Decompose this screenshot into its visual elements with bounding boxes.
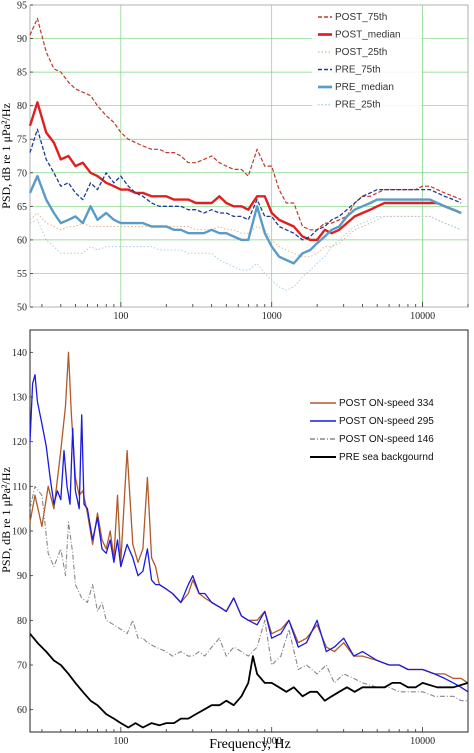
bottom-chart-series-line-3 bbox=[29, 485, 468, 702]
top-chart-legend-label: PRE_median bbox=[335, 82, 394, 93]
bottom-chart-y-tick-label: 90 bbox=[17, 571, 27, 582]
bottom-chart-y-tick-label: 70 bbox=[17, 661, 27, 672]
top-chart-x-tick-label: 100 bbox=[113, 311, 128, 322]
top-chart-y-tick-label: 65 bbox=[17, 202, 27, 213]
bottom-chart-x-axis-label: Frequency, Hz bbox=[209, 737, 291, 752]
top-chart-legend-label: POST_25th bbox=[335, 47, 387, 58]
top-chart-y-tick-label: 60 bbox=[17, 235, 27, 246]
bottom-chart-y-tick-label: 80 bbox=[17, 616, 27, 627]
top-chart-series-line-3 bbox=[29, 212, 462, 258]
bottom-chart-legend-label: PRE sea backgournd bbox=[339, 452, 434, 463]
bottom-chart-x-tick-label: 100 bbox=[113, 736, 128, 747]
top-chart-legend-background bbox=[312, 8, 422, 117]
bottom-chart-series bbox=[29, 351, 469, 729]
bottom-chart-x-tick-label: 1000 bbox=[262, 736, 282, 747]
bottom-chart-series-line-2 bbox=[29, 374, 469, 693]
top-chart-y-tick-label: 50 bbox=[17, 303, 27, 314]
top-chart-series-line-2 bbox=[28, 101, 462, 242]
top-chart-series-line-4 bbox=[29, 128, 462, 241]
top-chart-legend: POST_75th POST_median POST_25th PRE_75th PRE… bbox=[312, 8, 422, 117]
bottom-chart-series-line-4 bbox=[29, 633, 469, 729]
top-chart-y-tick-label: 95 bbox=[17, 1, 27, 12]
top-chart-x-tick-label: 1000 bbox=[262, 311, 282, 322]
bottom-chart-y-tick-label: 130 bbox=[12, 393, 27, 404]
top-chart-y-tick-label: 75 bbox=[17, 135, 27, 146]
top-chart-panel: 50 55 60 65 70 75 80 85 90 95 100 1000 10000 PSD, d… bbox=[0, 1, 469, 322]
top-chart-y-tick-label: 70 bbox=[17, 168, 27, 179]
top-chart-y-tick-label: 85 bbox=[17, 68, 27, 79]
bottom-chart-y-axis-label: PSD, dB re 1 μPa²/Hz bbox=[0, 467, 13, 573]
top-chart-y-tick-label: 55 bbox=[17, 269, 27, 280]
bottom-chart-y-ticks: 60 70 80 90 100 110 120 130 140 bbox=[12, 348, 33, 716]
bottom-chart-legend-label: POST ON-speed 334 bbox=[339, 398, 434, 409]
bottom-chart-y-tick-label: 140 bbox=[12, 348, 27, 359]
bottom-chart-y-tick-label: 120 bbox=[12, 437, 27, 448]
bottom-chart-y-tick-label: 110 bbox=[12, 482, 27, 493]
top-chart-series-line-5 bbox=[28, 174, 462, 265]
bottom-chart-series-line-1 bbox=[29, 351, 469, 684]
bottom-chart-legend-label: POST ON-speed 146 bbox=[339, 434, 434, 445]
top-chart-y-axis-label: PSD, dB re 1 μPa²/Hz bbox=[0, 103, 13, 209]
top-chart-x-tick-label: 10000 bbox=[410, 311, 435, 322]
bottom-chart-panel: 60 70 80 90 100 110 120 130 140 100 1000 10000 PSD… bbox=[0, 329, 469, 752]
bottom-chart-x-tick-label: 10000 bbox=[410, 736, 435, 747]
top-chart-frame bbox=[29, 4, 469, 308]
top-chart-series bbox=[28, 17, 462, 291]
bottom-chart-legend: POST ON-speed 334 POST ON-speed 295 POST O… bbox=[310, 398, 434, 463]
bottom-chart-x-ticks: 100 1000 10000 bbox=[41, 727, 469, 747]
top-chart-x-ticks: 100 1000 10000 bbox=[41, 302, 469, 322]
top-chart-y-tick-label: 90 bbox=[17, 34, 27, 45]
bottom-chart-y-tick-label: 100 bbox=[12, 527, 27, 538]
top-chart-legend-label: POST_75th bbox=[335, 12, 387, 23]
top-chart-legend-label: PRE_25th bbox=[335, 100, 381, 111]
top-chart-legend-label: PRE_75th bbox=[335, 65, 381, 76]
top-chart-legend-label: POST_median bbox=[335, 30, 401, 41]
top-chart-series-line-6 bbox=[29, 215, 462, 291]
bottom-chart-frame bbox=[29, 329, 469, 733]
top-chart-y-ticks: 50 55 60 65 70 75 80 85 90 95 bbox=[17, 1, 33, 314]
top-chart-y-tick-label: 80 bbox=[17, 101, 27, 112]
bottom-chart-legend-label: POST ON-speed 295 bbox=[339, 416, 434, 427]
bottom-chart-y-tick-label: 60 bbox=[17, 705, 27, 716]
